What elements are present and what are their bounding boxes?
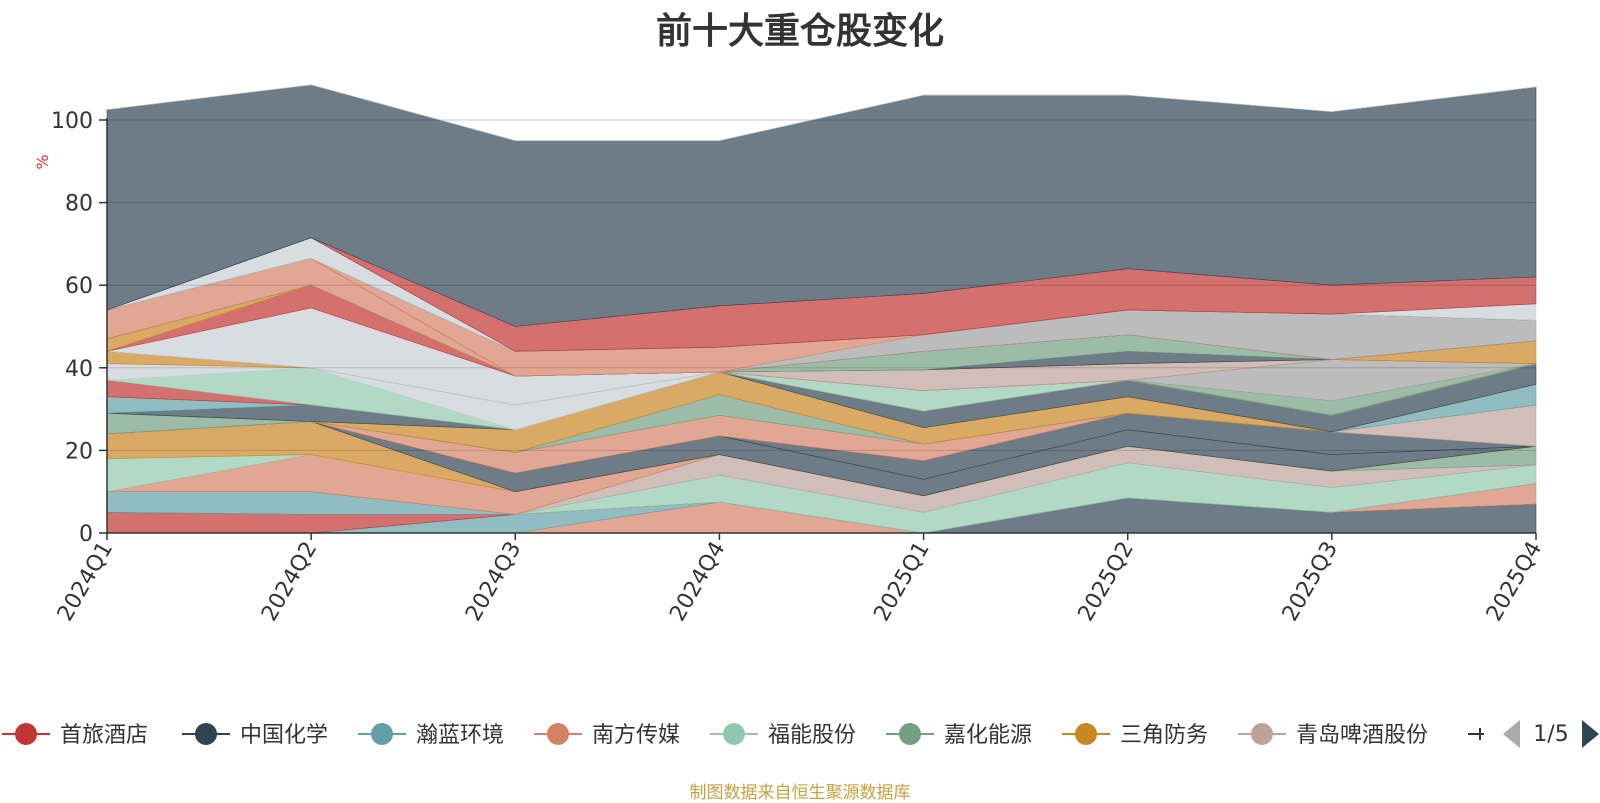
legend-marker <box>371 723 393 745</box>
legend-pager[interactable]: 1/5 <box>1503 720 1599 748</box>
legend-page-indicator: 1/5 <box>1533 722 1568 747</box>
legend-label: 三角防务 <box>1120 723 1208 748</box>
y-tick-label: 40 <box>65 357 93 382</box>
legend-item[interactable]: 嘉化能源 <box>886 723 1032 748</box>
legend-item[interactable]: 首旅酒店 <box>2 723 148 748</box>
legend-marker <box>15 723 37 745</box>
legend-label: 福能股份 <box>768 723 856 748</box>
legend-marker <box>899 723 921 745</box>
y-tick-label: 20 <box>65 439 93 464</box>
x-tick-label: 2024Q2 <box>257 538 322 626</box>
y-axis-unit-label: % <box>33 154 52 169</box>
area-series[interactable] <box>106 84 1537 534</box>
y-tick-label: 60 <box>65 274 93 299</box>
legend-marker <box>195 723 217 745</box>
legend-item[interactable]: 青岛啤酒股份 <box>1238 723 1428 748</box>
x-tick-label: 2024Q1 <box>53 538 118 626</box>
legend-marker <box>1251 723 1273 745</box>
legend-item[interactable]: 三角防务 <box>1062 723 1208 748</box>
y-tick-label: 80 <box>65 192 93 217</box>
legend-marker <box>547 723 569 745</box>
x-tick-label: 2025Q4 <box>1482 538 1547 626</box>
legend[interactable]: 首旅酒店 中国化学 瀚蓝环境 南方传媒 福能股份 嘉化能源 三角防务 青岛啤酒股份 <box>2 723 1484 748</box>
legend-item[interactable]: 瀚蓝环境 <box>358 723 504 748</box>
legend-marker <box>1075 723 1097 745</box>
area-series-41[interactable] <box>106 84 1537 141</box>
legend-label: 瀚蓝环境 <box>416 723 504 748</box>
legend-label: 南方传媒 <box>592 723 680 748</box>
triangle-left-icon[interactable] <box>1503 720 1520 748</box>
x-tick-label: 2024Q4 <box>665 538 730 626</box>
legend-item[interactable]: 南方传媒 <box>534 723 680 748</box>
x-tick-label: 2025Q1 <box>869 538 934 626</box>
legend-marker <box>723 723 745 745</box>
x-tick-label: 2024Q3 <box>461 538 526 626</box>
x-tick-label: 2025Q2 <box>1074 538 1139 626</box>
chart-title: 前十大重仓股变化 <box>655 11 944 52</box>
x-tick-label: 2025Q3 <box>1278 538 1343 626</box>
legend-item[interactable]: 中国化学 <box>182 723 328 748</box>
legend-label: 首旅酒店 <box>60 723 148 748</box>
y-tick-label: 0 <box>79 522 93 547</box>
legend-label: 中国化学 <box>240 723 328 748</box>
data-source-note: 制图数据来自恒生聚源数据库 <box>689 783 911 803</box>
legend-label: 嘉化能源 <box>944 723 1032 748</box>
y-tick-label: 100 <box>51 109 93 134</box>
legend-label: 青岛啤酒股份 <box>1296 723 1428 748</box>
triangle-right-icon[interactable] <box>1582 720 1599 748</box>
legend-item[interactable]: 福能股份 <box>710 723 856 748</box>
